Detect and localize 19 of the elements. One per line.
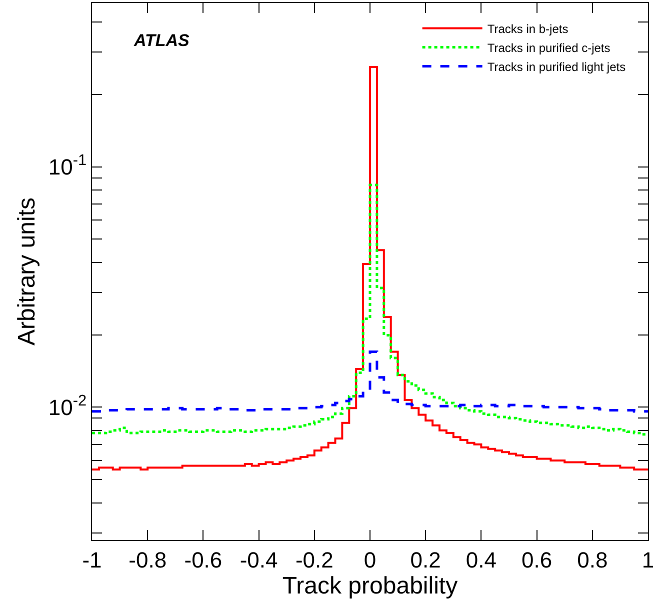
x-tick-label: -0.2 (295, 547, 334, 572)
x-tick-label: 0.8 (577, 547, 608, 572)
y-tick-label: 10$^{-2}$ (48, 392, 87, 420)
x-tick-label: -0.4 (240, 547, 278, 572)
legend-label: Tracks in b-jets (487, 22, 568, 36)
x-tick-label: -0.6 (184, 547, 222, 572)
y-tick-label: 10$^{-1}$ (48, 152, 87, 180)
x-tick-label: 0.2 (410, 547, 441, 572)
x-tick-label: -0.8 (128, 547, 167, 572)
x-tick-label: -1 (82, 547, 102, 572)
legend-label: Tracks in purified light jets (487, 60, 626, 74)
x-tick-label: 0.6 (522, 547, 552, 572)
x-tick-label: 0.4 (466, 547, 496, 572)
x-tick-label: 1 (642, 547, 654, 572)
legend-label: Tracks in purified c-jets (487, 40, 610, 55)
annotation: ATLAS (133, 31, 190, 50)
x-axis-title: Track probability (282, 572, 458, 600)
x-tick-label: 0 (364, 547, 376, 572)
y-axis-title: Arbitrary units (14, 197, 41, 346)
